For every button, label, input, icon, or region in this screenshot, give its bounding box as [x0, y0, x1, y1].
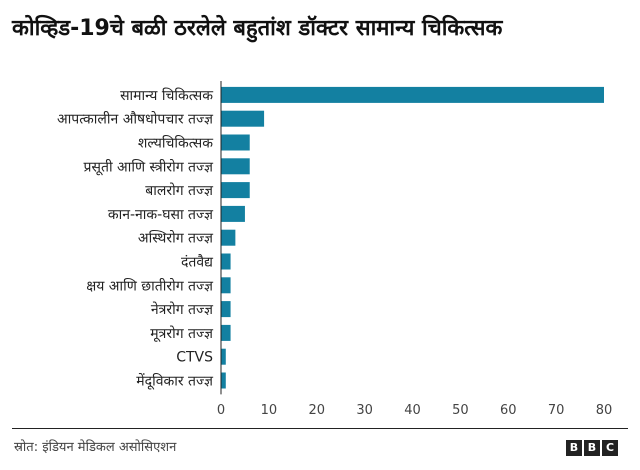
category-label: कान-नाक-घसा तज्ज्ञ	[108, 207, 214, 223]
x-tick-label: 0	[217, 403, 225, 418]
category-label: क्षय आणि छातीरोग तज्ज्ञ	[86, 277, 214, 294]
bar	[221, 229, 236, 246]
x-tick-label: 10	[261, 403, 278, 418]
category-label: दंतवैद्य	[181, 254, 214, 271]
category-label: अस्थिरोग तज्ज्ञ	[138, 230, 214, 247]
category-label: CTVS	[176, 350, 213, 366]
category-label: मेंदूविकार तज्ज्ञ	[136, 373, 214, 391]
bbc-logo-b1: B	[566, 440, 582, 456]
category-label: प्रसूती आणि स्त्रीरोग तज्ज्ञ	[84, 158, 214, 175]
bar	[221, 86, 604, 103]
category-label: नेत्ररोग तज्ज्ञ	[151, 301, 214, 318]
x-tick-label: 80	[596, 403, 613, 418]
bar	[221, 277, 231, 294]
x-tick-label: 60	[500, 403, 517, 418]
x-tick-label: 20	[308, 403, 325, 418]
x-tick-label: 40	[404, 403, 421, 418]
x-tick-label: 30	[356, 403, 373, 418]
footer-divider	[12, 428, 628, 429]
bar-chart: सामान्य चिकित्सक आपत्कालीन औषधोपचार तज्ज्…	[57, 81, 613, 418]
category-label: सामान्य चिकित्सक	[120, 87, 213, 104]
bbc-logo-b2: B	[584, 440, 600, 456]
bar	[221, 348, 226, 365]
bar	[221, 110, 265, 127]
category-label: आपत्कालीन औषधोपचार तज्ज्ञ	[57, 111, 214, 128]
x-tick-label: 50	[452, 403, 469, 418]
bbc-logo-c: C	[602, 440, 618, 456]
bar	[221, 134, 250, 151]
category-label: शल्यचिकित्सक	[138, 135, 213, 152]
x-tick-label: 70	[548, 403, 565, 418]
bbc-logo: B B C	[566, 440, 618, 456]
bar	[221, 182, 250, 199]
bar	[221, 372, 226, 389]
bar	[221, 205, 245, 222]
bar	[221, 253, 231, 270]
bar	[221, 158, 250, 175]
source-note: स्रोत: इंडियन मेडिकल असोसिएशन	[14, 440, 177, 455]
category-label: बालरोग तज्ज्ञ	[145, 182, 214, 199]
category-label: मूत्ररोग तज्ज्ञ	[150, 325, 214, 342]
bar	[221, 324, 231, 341]
chart-title: कोव्हिड-19चे बळी ठरलेले बहुतांश डॉक्टर स…	[12, 16, 503, 41]
bar	[221, 301, 231, 318]
